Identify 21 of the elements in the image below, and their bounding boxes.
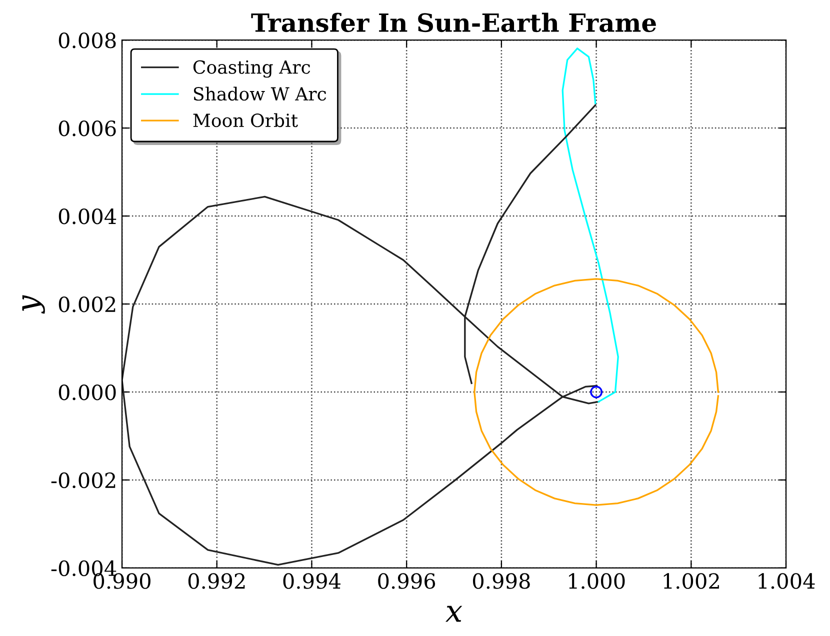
x-tick-label: 0.992 [188, 573, 245, 589]
chart-title: Transfer In Sun-Earth Frame [251, 12, 656, 32]
line-series [474, 278, 720, 506]
x-tick-label: 1.002 [664, 573, 719, 589]
legend-label: Coasting Arc [193, 60, 310, 78]
x-tick-label: 0.996 [378, 573, 436, 589]
y-tick-label: 0.008 [58, 32, 116, 48]
x-tick-label: 1.000 [569, 573, 625, 589]
x-tick-label: 0.998 [472, 573, 530, 589]
y-tick-label: 0.004 [58, 208, 116, 224]
y-tick-label: -0.002 [51, 472, 116, 488]
y-axis-title: y [22, 295, 45, 314]
y-tick-label: 0.006 [58, 120, 116, 136]
x-tick-label: 0.994 [283, 573, 340, 589]
line-series [562, 48, 619, 402]
legend-label: Moon Orbit [193, 113, 298, 128]
legend-label: Shadow W Arc [194, 86, 326, 101]
x-tick-label: 1.004 [758, 573, 815, 589]
y-tick-label: 0.002 [58, 296, 116, 312]
x-axis-title: x [445, 606, 462, 622]
y-tick-label: 0.000 [58, 384, 116, 400]
